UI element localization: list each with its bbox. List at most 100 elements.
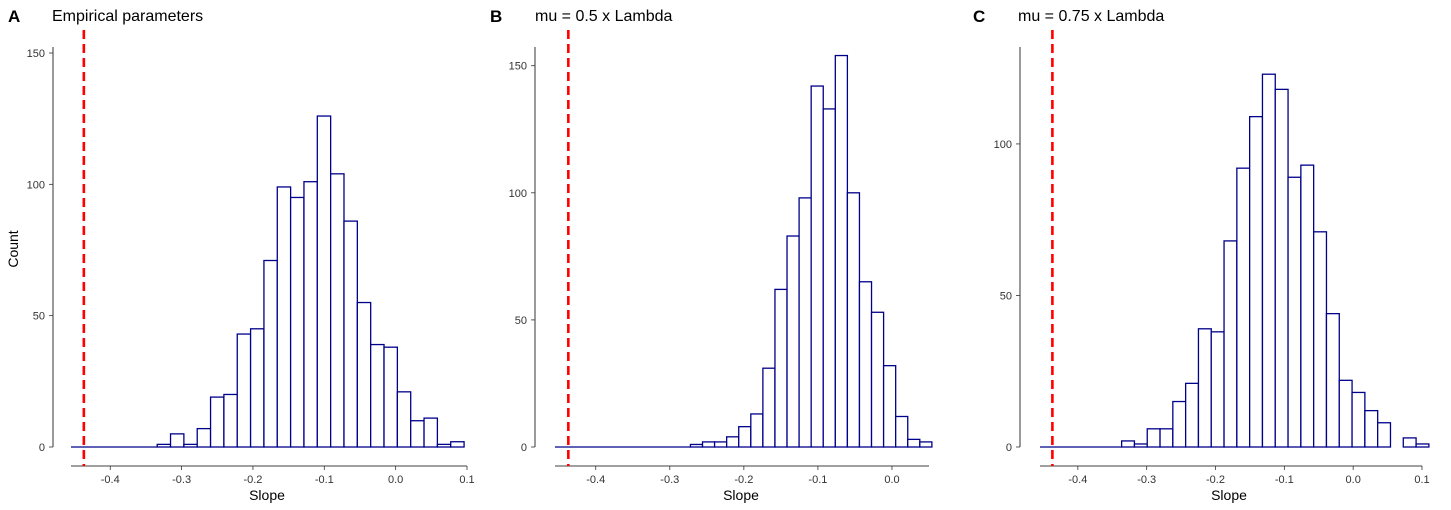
histogram-bar (1210, 331, 1225, 448)
histogram-bar (870, 311, 885, 448)
histogram-bar (1364, 409, 1379, 448)
x-tick-label: 0.1 (459, 474, 474, 486)
y-tick-label: 100 (509, 188, 527, 200)
panel-a-title: Empirical parameters (52, 8, 203, 25)
x-tick-label: -0.2 (1206, 474, 1225, 486)
histogram-bar (396, 391, 412, 448)
histogram-bar (236, 333, 252, 448)
y-tick-label: 150 (27, 48, 45, 60)
y-tick-label: 100 (994, 139, 1012, 151)
panel-c: C mu = 0.75 x Lambda Slope 0 50 100 -0.4 -0.… (973, 7, 1430, 503)
x-tick-label: 0.1 (1414, 474, 1429, 486)
x-tick-label: -0.1 (808, 474, 827, 486)
panel-a-y-axis-label: Count (5, 230, 21, 267)
histogram-bar (834, 54, 849, 448)
histogram-bar (1274, 88, 1289, 448)
panel-c-x-axis-label: Slope (1211, 487, 1247, 503)
histogram-bar (276, 186, 292, 448)
x-tick-label: 0.0 (388, 474, 403, 486)
histogram-bar (858, 281, 873, 448)
x-tick-label: 0.0 (1346, 474, 1361, 486)
y-tick-label: 100 (27, 179, 45, 191)
histogram-bar (1338, 379, 1353, 448)
x-tick-label: -0.4 (101, 474, 120, 486)
y-tick-label: 0 (1006, 442, 1012, 454)
y-tick-label: 0 (521, 442, 527, 454)
panel-b-bars (555, 54, 933, 448)
histogram-bar (1120, 440, 1136, 448)
histogram-bar (762, 367, 776, 448)
x-tick-label: -0.1 (1275, 474, 1294, 486)
panel-a-tag: A (8, 7, 20, 26)
histogram-bar (156, 443, 172, 448)
histogram-bar (822, 108, 836, 448)
panel-c-title: mu = 0.75 x Lambda (1018, 8, 1164, 25)
x-tick-label: -0.3 (660, 474, 679, 486)
x-tick-label: -0.2 (243, 474, 262, 486)
histogram-bar (196, 427, 212, 448)
panel-c-tag: C (973, 7, 985, 26)
histogram-bar (786, 235, 800, 448)
panel-c-bars (1040, 73, 1430, 448)
histogram-bar (846, 192, 861, 448)
histogram-bar (383, 346, 399, 448)
histogram-bar (1223, 240, 1238, 448)
histogram-bar (289, 196, 305, 448)
histogram-bar (1325, 312, 1340, 448)
histogram-bar (1300, 164, 1315, 448)
histogram-bar (1402, 437, 1417, 448)
histogram-bar (895, 415, 909, 448)
x-tick-label: -0.4 (1068, 474, 1087, 486)
histogram-bar (798, 197, 812, 448)
histogram-bar (303, 181, 318, 448)
histogram-bar (1351, 391, 1366, 448)
y-tick-label: 50 (33, 311, 45, 323)
histogram-bar (1415, 443, 1430, 448)
x-tick-label: -0.3 (1137, 474, 1156, 486)
histogram-bar (907, 438, 921, 448)
panel-b-x-axis-label: Slope (723, 487, 759, 503)
x-tick-label: -0.4 (586, 474, 605, 486)
histogram-bar (370, 343, 385, 448)
histogram-bar (882, 365, 897, 448)
histogram-bar (169, 433, 185, 448)
histogram-bar (1261, 73, 1276, 448)
histogram-bar (316, 115, 332, 448)
histogram-bar (410, 420, 425, 448)
histogram-bar (750, 413, 764, 448)
x-tick-label: -0.2 (734, 474, 753, 486)
histogram-bar (689, 443, 704, 448)
histogram-bar (1313, 231, 1328, 448)
histogram-bar (183, 443, 198, 448)
histogram-bar (1159, 428, 1174, 448)
panel-a-bars (71, 115, 465, 448)
histogram-bar (1377, 422, 1392, 448)
panel-a-x-axis-label: Slope (249, 487, 285, 503)
histogram-bar (738, 426, 752, 448)
histogram-bar (713, 441, 728, 448)
histogram-bar (436, 443, 452, 448)
histogram-bar (919, 441, 933, 448)
panel-b-tag: B (490, 7, 502, 26)
panel-a: A Empirical parameters Count Slope 0 50 10… (5, 7, 475, 503)
histogram-bar (1249, 115, 1264, 448)
histogram-bar (726, 436, 740, 448)
histogram-bar (223, 393, 238, 448)
histogram-bar (774, 288, 788, 448)
histogram-bar (1184, 382, 1200, 448)
x-tick-label: -0.3 (172, 474, 191, 486)
histogram-bar (329, 173, 345, 448)
histogram-bar (1197, 328, 1212, 448)
panel-b-title: mu = 0.5 x Lambda (535, 8, 673, 25)
histogram-bar (343, 220, 358, 448)
x-tick-label: -0.1 (315, 474, 334, 486)
x-tick-label: 0.0 (884, 474, 899, 486)
panel-b: B mu = 0.5 x Lambda Slope 0 50 100 150 -0.4 -… (490, 7, 933, 503)
histogram-bar (810, 85, 824, 448)
y-tick-label: 150 (509, 61, 527, 73)
histogram-bar (1236, 167, 1251, 448)
histogram-bar (1287, 176, 1302, 448)
histogram-bar (209, 396, 225, 448)
histogram-bar (263, 259, 278, 448)
